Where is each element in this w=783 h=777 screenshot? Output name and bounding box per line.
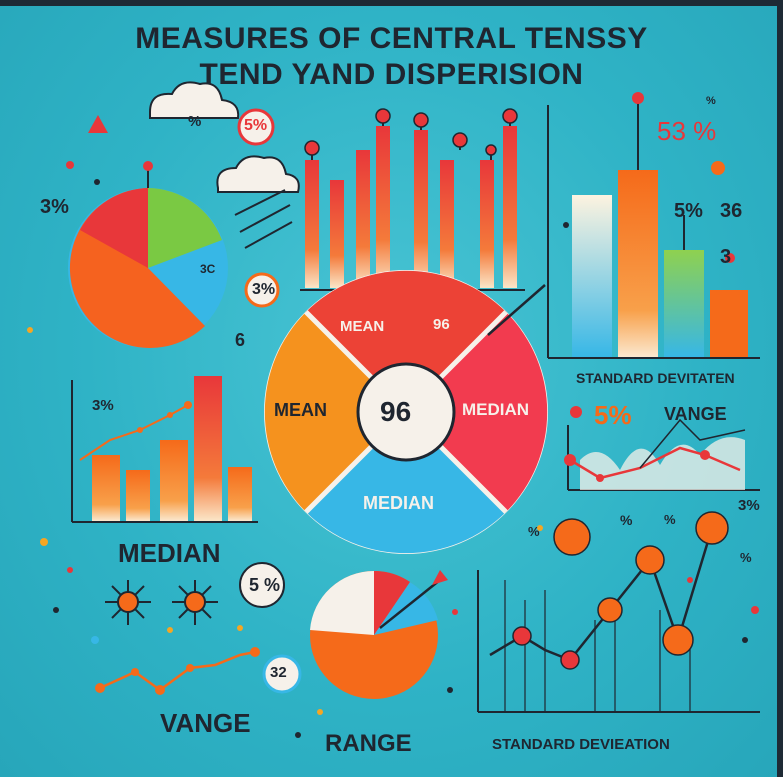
lollipop-bar-chart — [300, 108, 525, 291]
frame-border-top — [0, 0, 783, 6]
pie-chart-bottom-center — [310, 570, 448, 699]
percent-tag-bar-left: 3% — [92, 397, 114, 414]
percent-tag-bottom-circle: 5 % — [249, 575, 281, 595]
percent-tag-top-left: 3% — [40, 196, 69, 218]
wheel-segment-top-right-label: 96 — [433, 316, 450, 333]
percent-tag-scatter-3: % — [664, 512, 676, 527]
line-chart-right-mid — [564, 406, 760, 491]
percent-badge-blue — [262, 654, 302, 694]
wheel-segment-median-bottom: MEDIAN — [363, 493, 434, 513]
percent-tag-pie-small: 3C — [200, 262, 216, 276]
percent-tag-cloud: % — [188, 113, 202, 130]
percent-tag-top-right-small: % — [706, 95, 716, 107]
percent-tag-scatter-4: % — [740, 550, 752, 565]
label-standard-deviation-bottom: STANDARD DEVIEATION — [492, 736, 670, 753]
central-wheel-chart — [264, 270, 548, 554]
wheel-center-value: 96 — [380, 396, 412, 427]
triangle-icon — [88, 115, 108, 133]
wheel-segment-mean-left: MEAN — [274, 400, 327, 420]
label-range-bottom: RANGE — [325, 730, 412, 757]
percent-tag-orange-circle: 3% — [252, 281, 276, 298]
percent-tag-scatter: 3% — [738, 497, 760, 514]
percent-tag-bottom-blue: 32 — [270, 664, 287, 681]
percent-tag-pie-side: 6 — [235, 330, 246, 350]
network-nodes-left — [105, 580, 218, 625]
title-line-1: MEASURES OF CENTRAL TENSSY — [135, 22, 648, 55]
percent-tag-right: 5% — [594, 400, 632, 430]
confetti-decoration — [27, 161, 759, 738]
percent-tag-right-mid-3: 3 — [720, 246, 732, 268]
small-line-chart-bottom-left — [95, 647, 260, 695]
percent-tag-red-circle: 5% — [244, 117, 268, 134]
percent-badge-orange — [244, 272, 280, 308]
label-standard-deviation-right: STANDARD DEVITATEN — [576, 370, 735, 386]
wheel-segment-median-right: MEDIAN — [462, 400, 530, 419]
wheel-segment-mean-top: MEAN — [340, 318, 385, 335]
title-line-2: TEND YAND DISPERISION — [199, 58, 584, 91]
percent-tag-right-mid: 5% — [674, 200, 703, 222]
label-vange-right: VANGE — [664, 404, 727, 424]
bar-chart-left — [71, 376, 258, 523]
percent-tag-scatter-2: % — [620, 512, 633, 528]
pie-chart-top-left — [68, 161, 228, 348]
line-chart-bottom-right — [477, 511, 760, 713]
percent-badge-bottom — [239, 562, 285, 608]
frame-border-right — [777, 0, 783, 777]
percent-tag-scatter-5: % — [528, 524, 540, 539]
cloud-icon — [149, 81, 300, 249]
label-median-left: MEDIAN — [118, 538, 221, 568]
percent-tag-top-right-big: 53 % — [657, 116, 717, 146]
percent-tag-right-mid-2: 36 — [720, 200, 743, 222]
label-vange-bottom: VANGE — [160, 708, 251, 738]
percent-badge-red — [237, 108, 275, 146]
bar-chart-top-right — [547, 92, 760, 359]
